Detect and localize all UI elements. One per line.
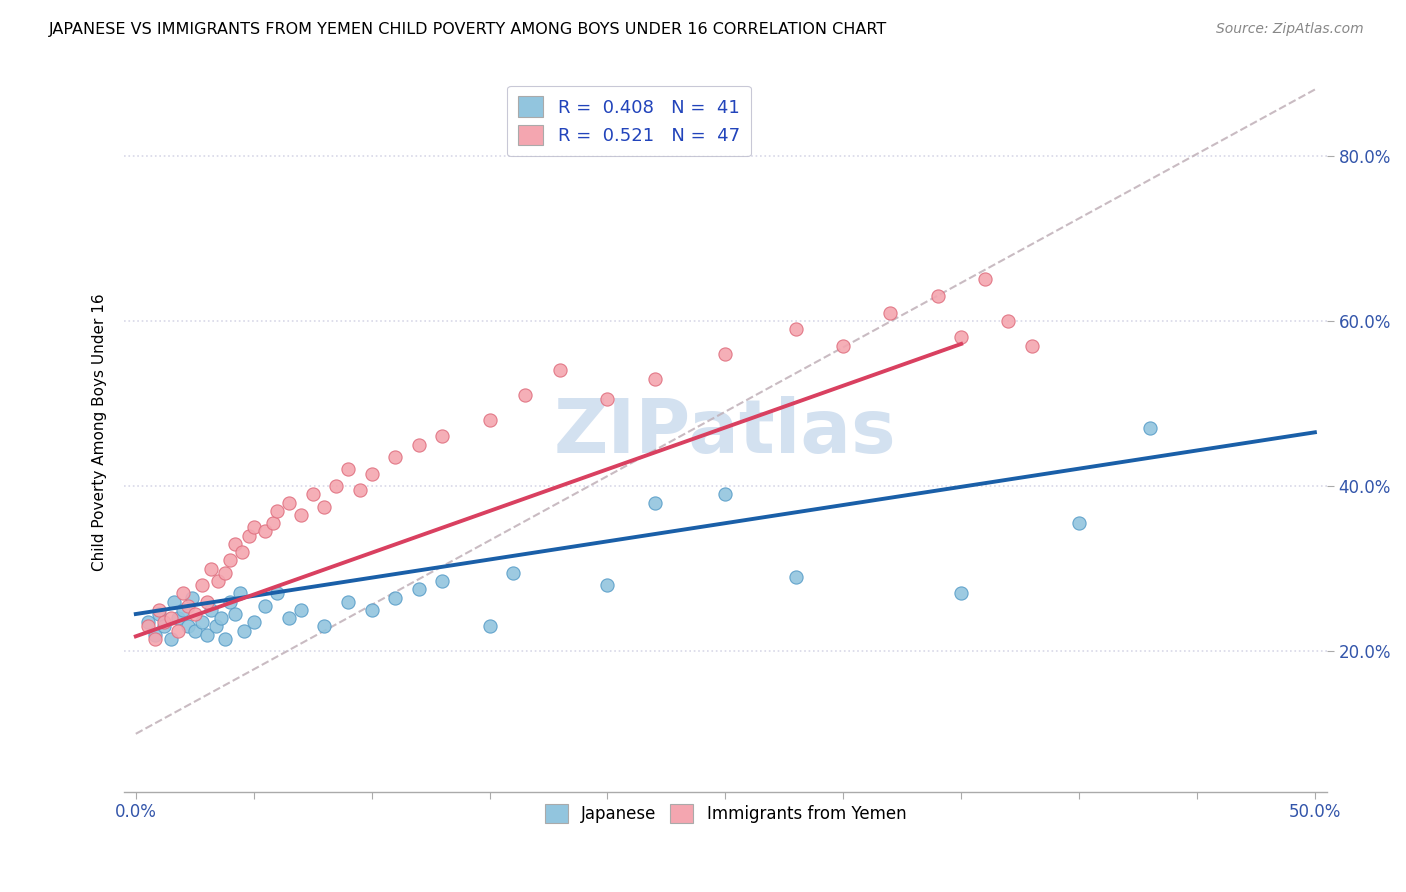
Point (195, 628, 218, 642)
Point (1139, 421, 1161, 435)
Text: ZIPatlas: ZIPatlas (554, 396, 897, 469)
Point (167, 611, 190, 625)
Point (184, 624, 207, 638)
Point (160, 611, 183, 625)
Point (224, 607, 246, 621)
Point (408, 438, 430, 452)
Point (214, 632, 236, 646)
Point (172, 603, 194, 617)
Point (214, 566, 236, 580)
Point (360, 603, 382, 617)
Point (160, 632, 183, 646)
Point (231, 545, 253, 559)
Point (832, 338, 855, 352)
Point (238, 528, 260, 542)
Point (301, 487, 323, 501)
Point (148, 607, 170, 621)
Point (278, 495, 301, 509)
Point (153, 615, 176, 630)
Point (266, 586, 288, 600)
Point (325, 479, 347, 493)
Point (714, 487, 737, 501)
Point (478, 413, 501, 427)
Point (191, 578, 214, 592)
Text: JAPANESE VS IMMIGRANTS FROM YEMEN CHILD POVERTY AMONG BOYS UNDER 16 CORRELATION : JAPANESE VS IMMIGRANTS FROM YEMEN CHILD … (49, 22, 887, 37)
Point (205, 619, 228, 633)
Point (349, 483, 371, 497)
Point (1067, 516, 1090, 531)
Point (176, 599, 198, 613)
Point (644, 371, 666, 385)
Point (262, 516, 284, 531)
Point (242, 520, 264, 534)
Point (950, 586, 973, 600)
Point (181, 591, 204, 605)
Point (644, 495, 666, 509)
Point (714, 347, 737, 361)
Point (785, 570, 807, 584)
Point (136, 619, 159, 633)
Point (143, 632, 166, 646)
Point (927, 289, 949, 303)
Point (184, 607, 207, 621)
Point (228, 586, 250, 600)
Point (314, 500, 336, 514)
Point (219, 594, 242, 608)
Point (290, 508, 312, 522)
Text: Source: ZipAtlas.com: Source: ZipAtlas.com (1216, 22, 1364, 37)
Point (1021, 338, 1043, 352)
Point (950, 330, 973, 344)
Point (167, 624, 190, 638)
Point (596, 578, 619, 592)
Point (548, 363, 571, 377)
Point (153, 619, 176, 633)
Point (242, 615, 264, 630)
Point (478, 619, 501, 633)
Y-axis label: Child Poverty Among Boys Under 16: Child Poverty Among Boys Under 16 (93, 293, 107, 571)
Point (200, 603, 222, 617)
Point (278, 611, 301, 625)
Point (337, 594, 360, 608)
Point (143, 628, 166, 642)
Point (596, 392, 619, 407)
Point (207, 574, 229, 588)
Point (432, 574, 454, 588)
Point (973, 272, 995, 286)
Point (290, 603, 312, 617)
Point (200, 561, 222, 575)
Point (195, 594, 218, 608)
Point (224, 537, 246, 551)
Point (502, 566, 524, 580)
Point (785, 322, 807, 336)
Point (997, 314, 1019, 328)
Point (162, 594, 184, 608)
Point (408, 582, 430, 597)
Point (314, 619, 336, 633)
Point (254, 599, 277, 613)
Point (360, 467, 382, 481)
Legend: Japanese, Immigrants from Yemen: Japanese, Immigrants from Yemen (538, 797, 912, 830)
Point (254, 524, 277, 539)
Point (209, 611, 232, 625)
Point (233, 624, 256, 638)
Point (432, 429, 454, 443)
Point (384, 450, 406, 464)
Point (191, 615, 214, 630)
Point (513, 388, 536, 402)
Point (172, 586, 194, 600)
Point (136, 615, 159, 630)
Point (266, 504, 288, 518)
Point (219, 553, 242, 567)
Point (148, 603, 170, 617)
Point (879, 305, 901, 319)
Point (176, 619, 198, 633)
Point (384, 591, 406, 605)
Point (337, 462, 360, 476)
